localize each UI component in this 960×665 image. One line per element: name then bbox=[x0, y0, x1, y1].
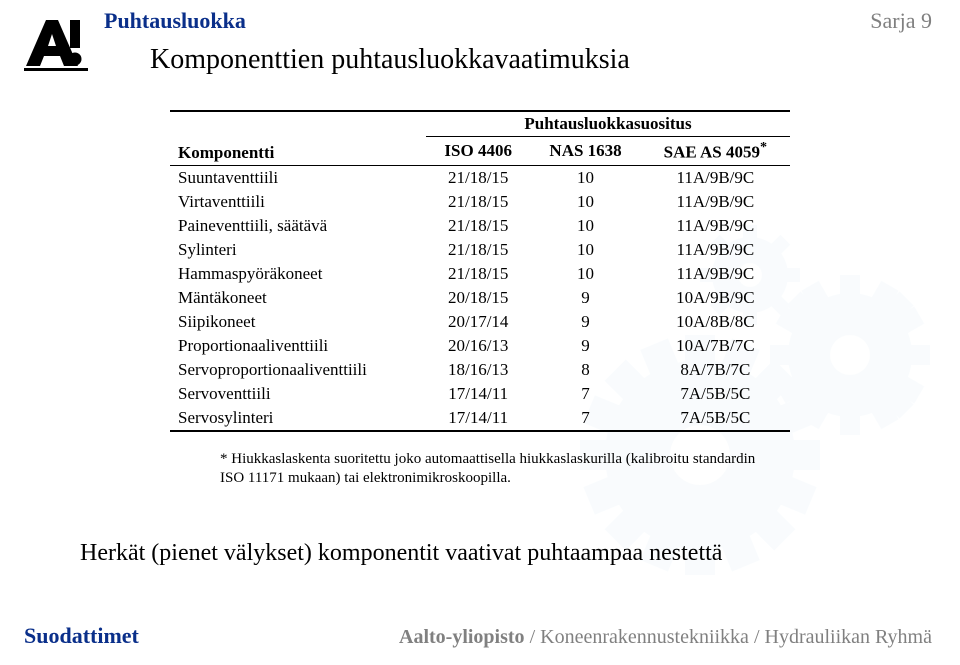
cell-iso: 20/16/13 bbox=[426, 334, 530, 358]
table-row: Paineventtiili, säätävä21/18/151011A/9B/… bbox=[170, 214, 790, 238]
cell-nas: 10 bbox=[530, 238, 640, 262]
page-category: Puhtausluokka bbox=[104, 8, 246, 34]
series-label: Sarja 9 bbox=[870, 8, 932, 34]
cell-nas: 9 bbox=[530, 334, 640, 358]
table-row: Hammaspyöräkoneet21/18/151011A/9B/9C bbox=[170, 262, 790, 286]
footer-university: Aalto-yliopisto bbox=[399, 626, 525, 648]
table-row: Mäntäkoneet20/18/15910A/9B/9C bbox=[170, 286, 790, 310]
cell-iso: 17/14/11 bbox=[426, 382, 530, 406]
cell-iso: 21/18/15 bbox=[426, 238, 530, 262]
cell-iso: 18/16/13 bbox=[426, 358, 530, 382]
cell-sae: 7A/5B/5C bbox=[641, 382, 790, 406]
cell-sae: 11A/9B/9C bbox=[641, 165, 790, 190]
cell-name: Servoproportionaaliventtiili bbox=[170, 358, 426, 382]
cell-nas: 7 bbox=[530, 382, 640, 406]
col-nas: NAS 1638 bbox=[549, 141, 621, 160]
aalto-logo bbox=[24, 16, 88, 77]
table-row: Virtaventtiili21/18/151011A/9B/9C bbox=[170, 190, 790, 214]
cell-sae: 11A/9B/9C bbox=[641, 190, 790, 214]
cell-name: Servoventtiili bbox=[170, 382, 426, 406]
table-row: Servoproportionaaliventtiili18/16/1388A/… bbox=[170, 358, 790, 382]
cell-nas: 9 bbox=[530, 286, 640, 310]
cell-iso: 20/17/14 bbox=[426, 310, 530, 334]
cell-name: Mäntäkoneet bbox=[170, 286, 426, 310]
cell-sae: 10A/7B/7C bbox=[641, 334, 790, 358]
cell-nas: 10 bbox=[530, 214, 640, 238]
table-row: Proportionaaliventtiili20/16/13910A/7B/7… bbox=[170, 334, 790, 358]
footer-topic: Suodattimet bbox=[24, 623, 139, 649]
cell-name: Servosylinteri bbox=[170, 406, 426, 431]
cell-iso: 21/18/15 bbox=[426, 165, 530, 190]
cell-iso: 21/18/15 bbox=[426, 190, 530, 214]
cell-iso: 20/18/15 bbox=[426, 286, 530, 310]
page-title: Komponenttien puhtausluokkavaatimuksia bbox=[150, 44, 630, 76]
col-component: Komponentti bbox=[178, 143, 274, 162]
cell-nas: 8 bbox=[530, 358, 640, 382]
star: * bbox=[760, 139, 767, 155]
cell-name: Siipikoneet bbox=[170, 310, 426, 334]
table-row: Servosylinteri17/14/1177A/5B/5C bbox=[170, 406, 790, 431]
table-row: Siipikoneet20/17/14910A/8B/8C bbox=[170, 310, 790, 334]
cell-nas: 10 bbox=[530, 262, 640, 286]
cell-iso: 21/18/15 bbox=[426, 214, 530, 238]
cell-name: Virtaventtiili bbox=[170, 190, 426, 214]
cell-nas: 9 bbox=[530, 310, 640, 334]
cell-nas: 10 bbox=[530, 190, 640, 214]
cell-iso: 17/14/11 bbox=[426, 406, 530, 431]
cell-sae: 11A/9B/9C bbox=[641, 262, 790, 286]
col-sae: SAE AS 4059 bbox=[664, 143, 760, 162]
table-row: Sylinteri21/18/151011A/9B/9C bbox=[170, 238, 790, 262]
cell-nas: 7 bbox=[530, 406, 640, 431]
footnote: * Hiukkaslaskenta suoritettu joko automa… bbox=[220, 450, 760, 488]
cell-iso: 21/18/15 bbox=[426, 262, 530, 286]
cell-sae: 10A/8B/8C bbox=[641, 310, 790, 334]
conclusion: Herkät (pienet välykset) komponentit vaa… bbox=[80, 540, 722, 567]
cell-name: Suuntaventtiili bbox=[170, 165, 426, 190]
cell-sae: 10A/9B/9C bbox=[641, 286, 790, 310]
cell-name: Sylinteri bbox=[170, 238, 426, 262]
cell-name: Proportionaaliventtiili bbox=[170, 334, 426, 358]
table-row: Suuntaventtiili21/18/151011A/9B/9C bbox=[170, 165, 790, 190]
footer-affiliation: Aalto-yliopisto / Koneenrakennustekniikk… bbox=[399, 626, 932, 649]
cell-sae: 11A/9B/9C bbox=[641, 214, 790, 238]
cell-name: Paineventtiili, säätävä bbox=[170, 214, 426, 238]
col-iso: ISO 4406 bbox=[444, 141, 512, 160]
footer-dept: / Koneenrakennustekniikka / Hydrauliikan… bbox=[525, 626, 932, 648]
requirements-table: Komponentti Puhtausluokkasuositus ISO 44… bbox=[170, 110, 790, 432]
cell-nas: 10 bbox=[530, 165, 640, 190]
super-header: Puhtausluokkasuositus bbox=[524, 114, 691, 133]
cell-sae: 7A/5B/5C bbox=[641, 406, 790, 431]
table-row: Servoventtiili17/14/1177A/5B/5C bbox=[170, 382, 790, 406]
cell-name: Hammaspyöräkoneet bbox=[170, 262, 426, 286]
cell-sae: 8A/7B/7C bbox=[641, 358, 790, 382]
cell-sae: 11A/9B/9C bbox=[641, 238, 790, 262]
